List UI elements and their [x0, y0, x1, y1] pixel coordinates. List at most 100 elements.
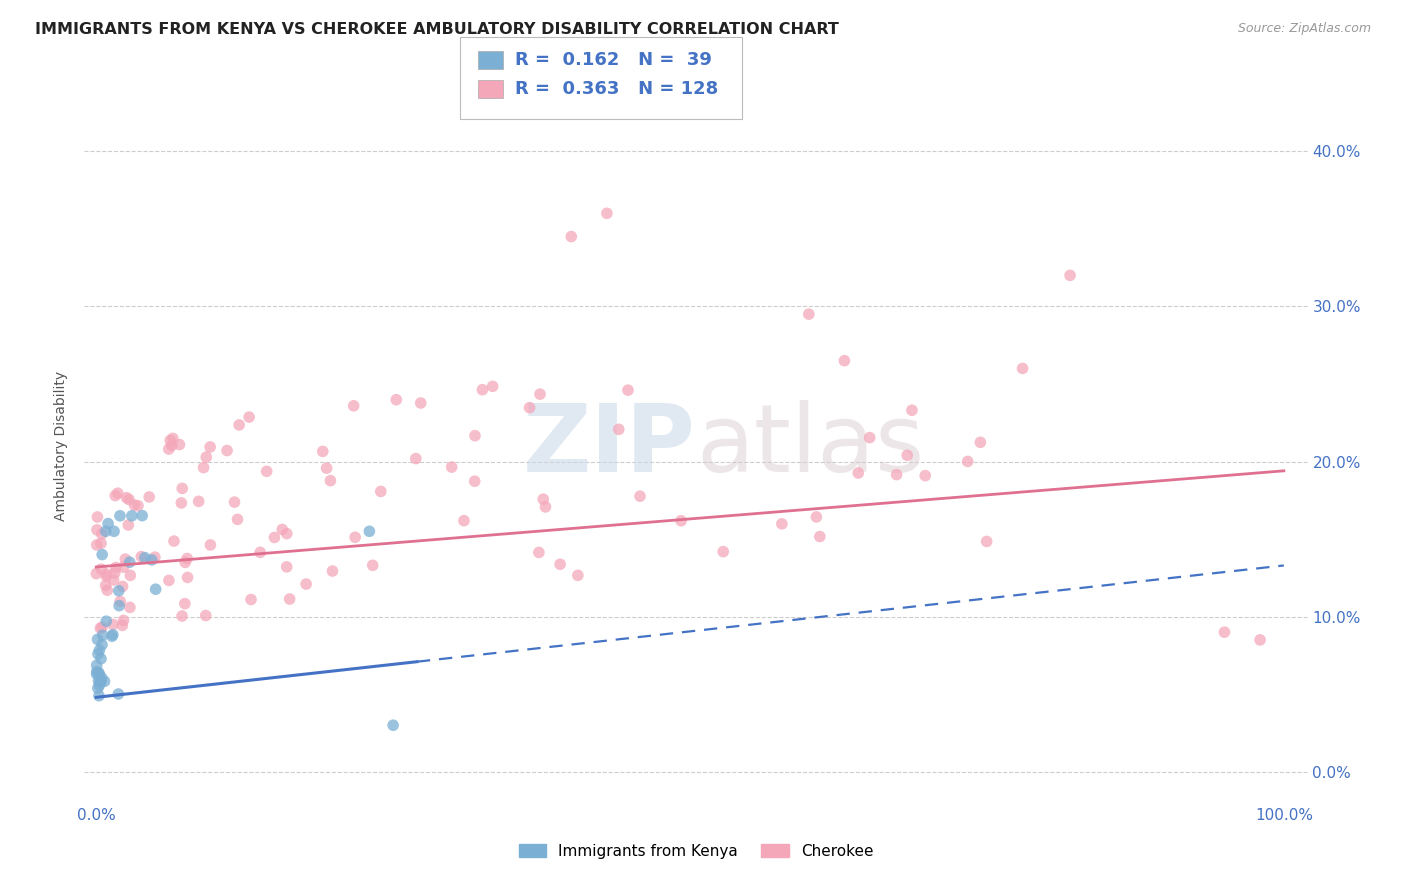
Point — [370, 484, 392, 499]
Point — [89, 678, 111, 692]
Point — [846, 466, 869, 480]
Point — [112, 614, 135, 628]
Point — [104, 489, 127, 503]
Point — [101, 629, 124, 643]
Y-axis label: Ambulatory Disability: Ambulatory Disability — [55, 371, 69, 521]
Point — [315, 461, 337, 475]
Point — [169, 437, 191, 451]
Point — [669, 514, 692, 528]
Point — [834, 353, 856, 368]
Point — [405, 451, 427, 466]
Point — [118, 555, 141, 569]
Point — [87, 689, 110, 703]
Point — [87, 681, 110, 696]
Point — [770, 516, 793, 531]
Point — [86, 538, 108, 552]
Point — [107, 486, 129, 500]
Point — [118, 492, 141, 507]
Point — [1011, 361, 1033, 376]
Point — [797, 307, 820, 321]
Point — [249, 545, 271, 559]
Point — [215, 443, 238, 458]
Point — [200, 538, 222, 552]
Point — [159, 434, 181, 448]
Point — [198, 440, 221, 454]
Point — [131, 508, 153, 523]
Point — [176, 570, 198, 584]
Point — [96, 583, 118, 598]
Point — [89, 675, 111, 690]
Point — [529, 387, 551, 401]
Point — [90, 562, 112, 576]
Point — [859, 431, 882, 445]
Point — [108, 508, 131, 523]
Point — [886, 467, 908, 482]
Point — [118, 600, 141, 615]
Point — [359, 524, 381, 539]
Point — [276, 560, 298, 574]
Point — [806, 510, 828, 524]
Point — [385, 392, 408, 407]
Point — [534, 500, 557, 514]
Point — [103, 524, 125, 539]
Point — [170, 609, 193, 624]
Point — [464, 474, 486, 488]
Point — [91, 548, 114, 562]
Point — [560, 229, 582, 244]
Point — [91, 628, 114, 642]
Point — [319, 474, 342, 488]
Point — [121, 508, 143, 523]
Point — [628, 489, 651, 503]
Point — [896, 448, 918, 462]
Point — [124, 498, 146, 512]
Point — [108, 594, 131, 608]
Point — [138, 490, 160, 504]
Point — [107, 583, 129, 598]
Point — [471, 383, 494, 397]
Point — [90, 671, 112, 685]
Point — [596, 206, 619, 220]
Point — [103, 573, 125, 587]
Legend: Immigrants from Kenya, Cherokee: Immigrants from Kenya, Cherokee — [510, 836, 882, 866]
Point — [96, 569, 118, 583]
Point — [1059, 268, 1081, 283]
Point — [228, 417, 250, 432]
Point — [111, 618, 134, 632]
Point — [343, 399, 366, 413]
Point — [96, 567, 118, 582]
Point — [86, 632, 108, 647]
Point — [107, 687, 129, 701]
Point — [87, 647, 110, 661]
Point — [1249, 632, 1271, 647]
Point — [87, 673, 110, 688]
Point — [86, 523, 108, 537]
Point — [117, 518, 139, 533]
Point — [263, 531, 285, 545]
Point — [120, 568, 142, 582]
Point — [256, 464, 278, 478]
Point — [131, 549, 153, 564]
Point — [101, 628, 124, 642]
Text: R =  0.363   N = 128: R = 0.363 N = 128 — [515, 80, 718, 98]
Point — [93, 674, 115, 689]
Point — [104, 560, 127, 574]
Point — [127, 499, 149, 513]
Point — [87, 665, 110, 680]
Point — [901, 403, 924, 417]
Point — [90, 536, 112, 550]
Point — [361, 558, 384, 573]
Point — [567, 568, 589, 582]
Point — [969, 435, 991, 450]
Point — [226, 512, 249, 526]
Point — [956, 454, 979, 468]
Point — [711, 544, 734, 558]
Point — [97, 516, 120, 531]
Point — [271, 523, 294, 537]
Text: IMMIGRANTS FROM KENYA VS CHEROKEE AMBULATORY DISABILITY CORRELATION CHART: IMMIGRANTS FROM KENYA VS CHEROKEE AMBULA… — [35, 22, 839, 37]
Point — [143, 550, 166, 565]
Point — [193, 460, 215, 475]
Point — [86, 667, 108, 681]
Point — [90, 651, 112, 665]
Point — [101, 617, 124, 632]
Point — [174, 555, 197, 569]
